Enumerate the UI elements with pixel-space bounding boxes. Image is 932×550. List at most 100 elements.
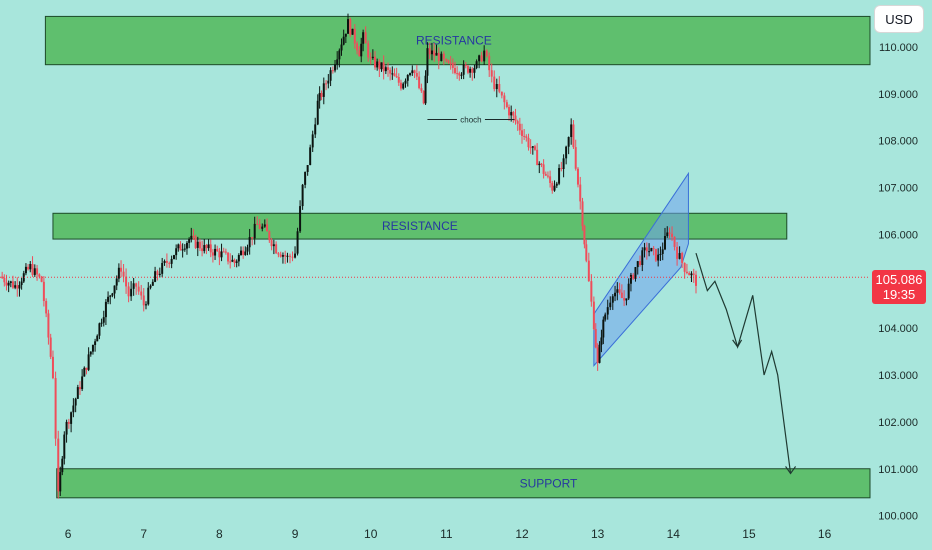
candle-body	[508, 106, 511, 116]
candle-body	[678, 253, 681, 259]
candle-93	[209, 239, 212, 258]
candle-265	[598, 341, 601, 364]
candle-body	[190, 235, 193, 240]
candle-body	[510, 112, 513, 116]
candle-116	[261, 223, 264, 232]
candle-186	[420, 83, 423, 93]
candle-body	[229, 261, 232, 263]
candle-243	[549, 170, 552, 188]
candle-body	[574, 147, 577, 169]
candle-151	[342, 29, 345, 46]
candle-47	[104, 299, 107, 325]
candle-body	[94, 341, 97, 346]
candle-body	[22, 273, 25, 282]
candle-30	[67, 418, 70, 429]
candle-body	[156, 271, 159, 275]
candle-88	[198, 238, 201, 252]
candle-body	[391, 73, 394, 75]
candle-170	[384, 65, 387, 75]
candle-198	[447, 59, 450, 64]
candle-body	[45, 301, 48, 314]
candle-114	[256, 216, 259, 225]
candle-207	[466, 64, 469, 75]
candle-283	[639, 255, 642, 267]
candle-39	[87, 347, 90, 372]
candle-284	[641, 247, 644, 272]
candle-body	[659, 253, 662, 255]
candle-body	[158, 273, 161, 275]
candle-body	[657, 254, 660, 261]
candle-138	[314, 117, 317, 139]
candle-body	[98, 323, 101, 336]
candle-body	[177, 244, 180, 249]
candle-235	[531, 145, 534, 155]
candle-body	[362, 32, 365, 44]
candle-body	[102, 317, 105, 323]
candle-body	[544, 173, 547, 176]
candle-154	[349, 17, 352, 38]
candle-149	[338, 48, 341, 68]
candle-157	[356, 41, 359, 55]
projection-arrow-mid	[732, 339, 743, 348]
candle-body	[281, 255, 284, 257]
candle-body	[376, 61, 379, 68]
candle-75	[170, 255, 173, 269]
candle-135	[306, 165, 309, 176]
candle-185	[418, 71, 421, 90]
candle-45	[100, 318, 103, 327]
candle-body	[634, 267, 637, 279]
candle-162	[367, 40, 370, 62]
candle-200	[451, 58, 454, 74]
candle-body	[685, 271, 688, 274]
candle-body	[24, 266, 27, 274]
candle-266	[600, 329, 603, 353]
candle-172	[389, 67, 392, 81]
candle-body	[72, 405, 75, 413]
candle-63	[142, 288, 145, 312]
candle-87	[196, 236, 199, 257]
candle-body	[127, 286, 130, 297]
candle-body	[74, 398, 77, 406]
candle-body	[614, 292, 617, 297]
candle-195	[440, 51, 443, 62]
candle-body	[165, 260, 168, 263]
candle-97	[218, 247, 221, 266]
candle-79	[179, 241, 182, 251]
candle-body	[374, 56, 377, 68]
candle-body	[604, 314, 607, 320]
candle-112	[251, 237, 254, 246]
candle-body	[418, 76, 421, 89]
x-tick-label: 9	[292, 527, 299, 541]
candle-252	[570, 118, 573, 145]
currency-button[interactable]: USD	[874, 5, 924, 33]
candle-body	[299, 206, 302, 232]
candle-body	[54, 378, 57, 439]
candle-269	[606, 299, 609, 320]
candle-body	[440, 53, 443, 61]
candle-body	[20, 281, 23, 286]
candle-body	[104, 301, 107, 318]
candle-body	[14, 285, 17, 288]
candle-body	[185, 242, 188, 249]
candle-body	[327, 80, 330, 84]
candle-body	[192, 235, 195, 237]
candle-body	[175, 248, 178, 256]
candle-159	[360, 37, 363, 63]
candle-body	[301, 184, 304, 207]
candle-294	[663, 227, 666, 251]
candle-body	[311, 134, 314, 148]
candle-14	[31, 256, 34, 277]
candle-body	[61, 458, 64, 473]
candle-49	[109, 294, 112, 305]
candle-194	[437, 47, 440, 70]
candle-body	[625, 298, 628, 301]
candle-body	[668, 232, 671, 234]
candle-126	[284, 250, 287, 264]
candle-body	[314, 124, 317, 135]
candle-body	[516, 121, 519, 124]
candle-169	[382, 55, 385, 80]
candle-241	[544, 171, 547, 176]
candle-248	[560, 161, 563, 172]
